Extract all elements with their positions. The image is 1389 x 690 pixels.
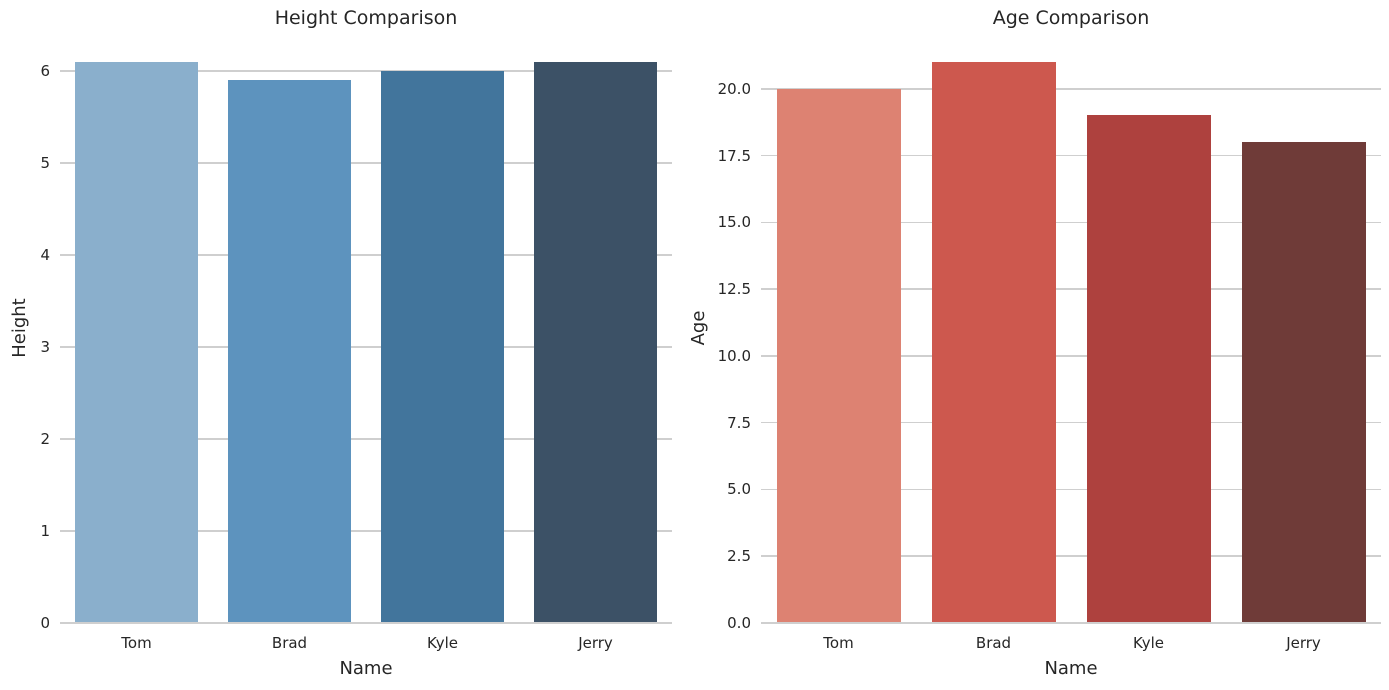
gridline bbox=[60, 346, 672, 348]
y-tick-label: 12.5 bbox=[717, 280, 751, 299]
height-bar-brad bbox=[228, 80, 351, 623]
y-tick-label: 10.0 bbox=[717, 346, 751, 365]
y-axis-label: Height bbox=[9, 298, 30, 358]
x-tick-label: Brad bbox=[271, 634, 308, 652]
y-tick-label: 4 bbox=[40, 246, 50, 265]
age-bar-jerry bbox=[1241, 142, 1366, 623]
height-bar-tom bbox=[75, 62, 198, 623]
plot-area: 0.0 2.5 5.0 7.5 10.0 12.5 15.0 17.5 20.0 Tom Brad K… bbox=[718, 34, 1381, 652]
gridline bbox=[761, 288, 1381, 290]
x-tick-label: Jerry bbox=[578, 634, 613, 652]
y-tick-label: 6 bbox=[40, 62, 50, 81]
height-bar-jerry bbox=[534, 62, 657, 623]
gridline bbox=[60, 70, 672, 72]
gridline bbox=[761, 421, 1381, 424]
y-tick-label: 5.0 bbox=[727, 480, 751, 499]
chart-title: Age Comparison bbox=[992, 7, 1150, 29]
gridline bbox=[60, 254, 672, 256]
x-tick-label: Tom bbox=[121, 634, 152, 652]
gridline bbox=[761, 154, 1381, 157]
x-axis-label: Name bbox=[339, 658, 393, 679]
x-tick-label: Brad bbox=[975, 634, 1012, 652]
x-axis-line bbox=[761, 622, 1381, 624]
age-bar-tom bbox=[776, 88, 901, 623]
age-bar-brad bbox=[931, 62, 1056, 623]
y-tick-label: 2 bbox=[40, 430, 50, 449]
age-bar-kyle bbox=[1086, 115, 1211, 623]
chart-title: Height Comparison bbox=[274, 7, 458, 29]
gridline bbox=[761, 88, 1381, 90]
gridline bbox=[761, 555, 1381, 557]
y-tick-label: 0 bbox=[40, 614, 50, 632]
gridline bbox=[60, 162, 672, 164]
x-tick-label: Kyle bbox=[1132, 634, 1165, 652]
y-tick-label: 2.5 bbox=[727, 547, 751, 566]
x-axis-line bbox=[60, 622, 672, 624]
y-tick-label: 15.0 bbox=[717, 213, 751, 232]
plot-area: 0 1 2 3 4 5 6 Tom Brad Kyle Jerry bbox=[40, 34, 672, 652]
y-tick-label: 7.5 bbox=[727, 413, 751, 432]
x-tick-label: Tom bbox=[823, 634, 854, 652]
y-tick-label: 17.5 bbox=[717, 146, 751, 165]
gridline bbox=[60, 530, 672, 532]
y-tick-label: 0.0 bbox=[727, 614, 751, 632]
gridline bbox=[60, 438, 672, 440]
y-tick-label: 5 bbox=[40, 154, 50, 173]
y-tick-label: 1 bbox=[40, 522, 50, 541]
height-bar-kyle bbox=[381, 71, 504, 623]
y-tick-label: 3 bbox=[40, 338, 50, 357]
y-tick-label: 20.0 bbox=[717, 79, 751, 98]
gridline bbox=[761, 488, 1381, 491]
gridline bbox=[761, 221, 1381, 224]
x-axis-label: Name bbox=[1044, 658, 1098, 679]
x-tick-label: Kyle bbox=[426, 634, 459, 652]
gridline bbox=[761, 355, 1381, 357]
x-tick-label: Jerry bbox=[1286, 634, 1321, 652]
